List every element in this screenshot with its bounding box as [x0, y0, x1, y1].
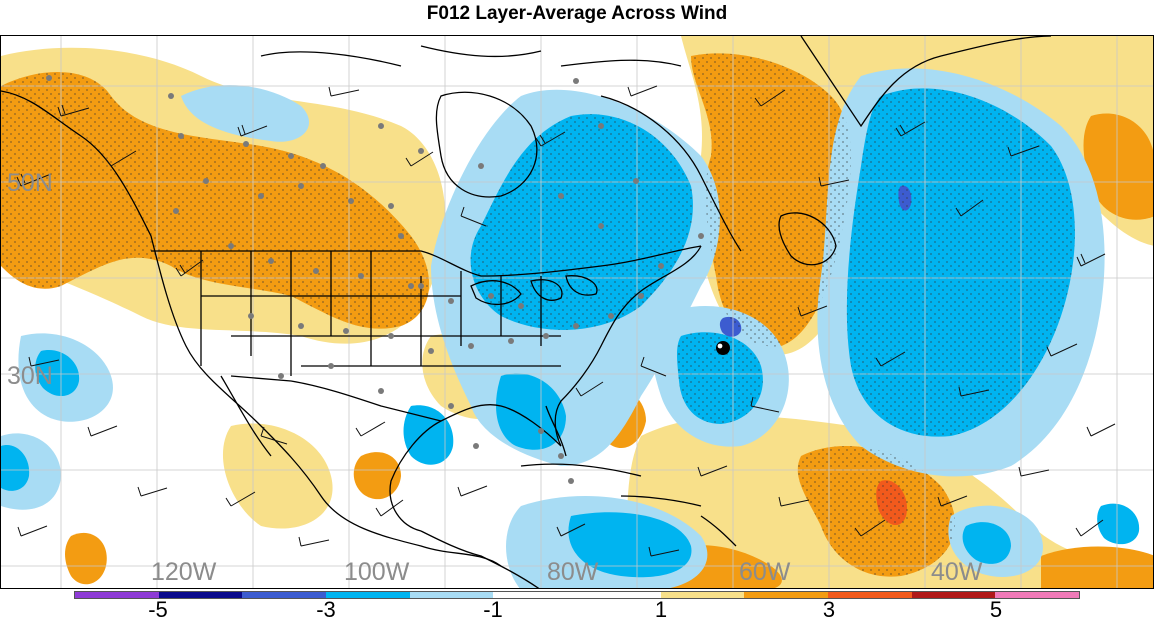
map-canvas[interactable]	[1, 36, 1154, 589]
negative-strong-region	[403, 405, 454, 465]
negative-strong-region	[1097, 503, 1140, 545]
positive-strong-region	[353, 452, 401, 500]
colorbar-swatch	[660, 592, 745, 598]
storm-center-icon	[716, 341, 730, 355]
colorbar-swatch	[326, 592, 410, 598]
map-panel[interactable]: 50N 30N 120W 100W 80W 60W 40W	[0, 35, 1154, 589]
latitude-label-50n: 50N	[7, 169, 53, 197]
negative-weak-region	[181, 85, 310, 142]
colorbar-swatch	[911, 592, 996, 598]
longitude-label-80w: 80W	[547, 558, 599, 586]
wind-barbs	[16, 85, 1116, 557]
positive-strong-region	[1041, 546, 1153, 588]
colorbar-tick-label: 3	[822, 597, 836, 622]
colorbar-tick-label: -5	[148, 597, 168, 622]
colorbar-swatch	[828, 592, 912, 598]
longitude-label-60w: 60W	[739, 558, 791, 586]
station-dots	[46, 75, 704, 484]
negative-strong-region	[35, 350, 80, 397]
colorbar-swatch	[744, 592, 829, 598]
negative-strong-region	[568, 512, 692, 578]
negative-strong-region	[962, 522, 1011, 564]
positive-weak-region	[222, 423, 333, 529]
longitude-label-40w: 40W	[931, 558, 983, 586]
positive-strong-region	[1083, 113, 1153, 220]
graticule	[1, 36, 1153, 588]
colorbar-swatch	[493, 592, 578, 598]
colorbar-tick-label: 1	[654, 597, 668, 622]
political-boundaries	[1, 36, 1052, 588]
stipple-overlay	[1, 53, 1075, 577]
longitude-label-100w: 100W	[344, 558, 410, 586]
colorbar-tick-label: -1	[483, 597, 503, 622]
colorbar-tick-label: -3	[316, 597, 336, 622]
colorbar-swatch	[242, 592, 327, 598]
colorbar-swatch	[577, 592, 661, 598]
colorbar-swatch	[158, 592, 243, 598]
longitude-label-120w: 120W	[151, 558, 217, 586]
map-title: F012 Layer-Average Across Wind	[426, 3, 728, 24]
positive-strong-region	[65, 532, 107, 585]
negative-strong-region	[1, 445, 30, 491]
colorbar-swatch	[409, 592, 494, 598]
colorbar-swatch	[995, 592, 1080, 598]
negative-strong-region	[496, 373, 566, 450]
colorbar-swatch	[75, 592, 159, 598]
colorbar	[74, 591, 1080, 599]
latitude-label-30n: 30N	[7, 362, 53, 390]
colorbar-tick-label: 5	[989, 597, 1003, 622]
